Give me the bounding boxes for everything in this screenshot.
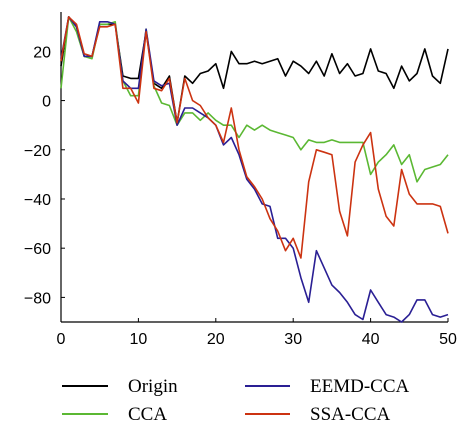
series-line-cca — [60, 16, 449, 183]
y-tick-label: 0 — [42, 94, 51, 111]
legend-label-cca: CCA — [128, 404, 167, 425]
y-tick-label: −80 — [24, 290, 51, 307]
y-tick-label: −60 — [24, 241, 51, 258]
y-ticks: 20 0 −20 −40 −60 −80 — [24, 44, 65, 307]
x-tick-label: 30 — [284, 331, 302, 348]
x-tick-label: 10 — [130, 331, 148, 348]
x-tick-label: 20 — [207, 331, 225, 348]
x-ticks: 0 10 20 30 40 50 — [57, 318, 457, 348]
x-tick-label: 40 — [362, 331, 380, 348]
legend-label-origin: Origin — [128, 376, 178, 397]
x-tick-label: 50 — [439, 331, 457, 348]
y-tick-label: 20 — [33, 44, 51, 61]
series-line-eemd-cca — [60, 16, 449, 323]
series-line-origin — [60, 16, 449, 124]
series-lines — [60, 16, 449, 323]
legend: Origin CCA EEMD-CCA SSA-CCA — [62, 376, 410, 425]
y-tick-label: −20 — [24, 143, 51, 160]
series-line-ssa-cca — [60, 16, 449, 259]
y-tick-label: −40 — [24, 192, 51, 209]
legend-label-eemd-cca: EEMD-CCA — [310, 376, 410, 397]
x-tick-label: 0 — [57, 331, 66, 348]
legend-label-ssa-cca: SSA-CCA — [310, 404, 391, 425]
